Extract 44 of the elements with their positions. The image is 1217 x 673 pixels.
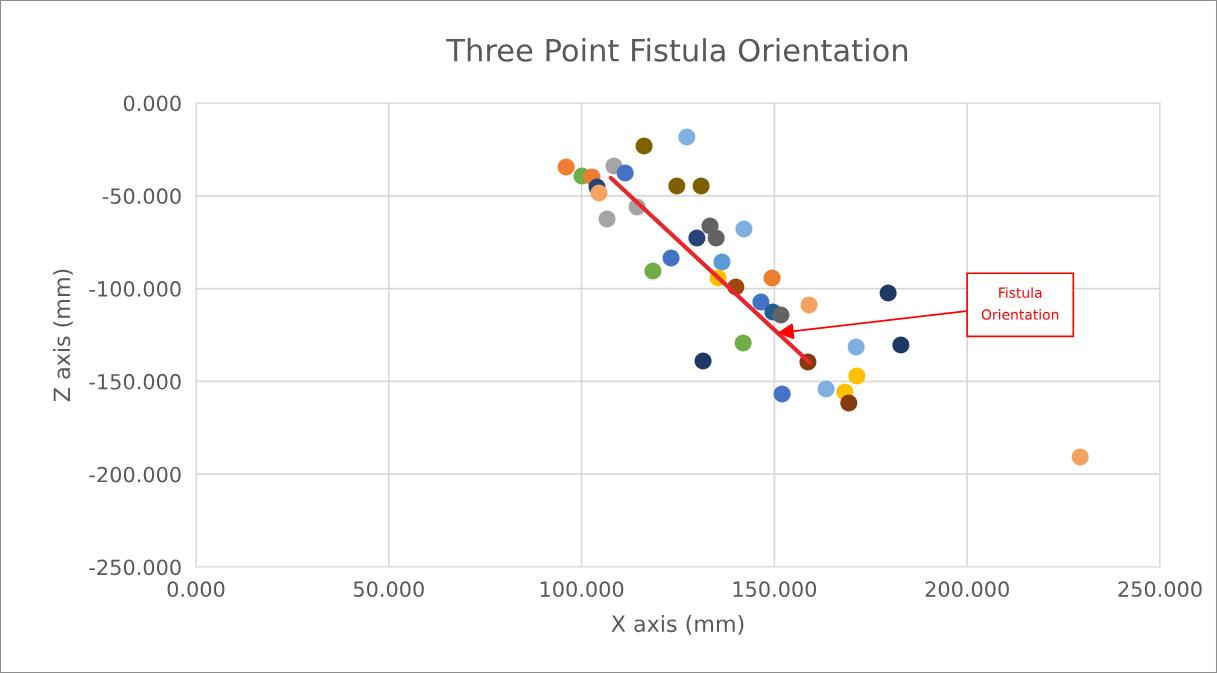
point	[734, 334, 752, 352]
point	[598, 210, 616, 228]
point	[735, 220, 753, 238]
x-tick-label: 250.000	[1118, 581, 1202, 598]
y-axis-title: Z axis (mm)	[53, 269, 73, 402]
point	[847, 338, 865, 356]
y-tick-label: -250.000	[89, 559, 181, 576]
point	[1071, 448, 1089, 466]
y-tick-label: -100.000	[89, 281, 181, 297]
point	[707, 229, 725, 247]
point	[668, 177, 686, 195]
point	[817, 380, 835, 398]
point	[635, 137, 653, 155]
point	[879, 284, 897, 302]
y-tick-label: 0.000	[123, 95, 181, 112]
point	[557, 158, 575, 176]
point	[840, 394, 858, 412]
point	[772, 306, 790, 324]
x-tick-label: 0.000	[167, 581, 225, 598]
y-tick-label: -50.000	[102, 188, 181, 205]
point	[848, 367, 866, 385]
annotation: Fistula Orientation	[981, 287, 1059, 320]
point	[692, 177, 710, 195]
x-tick-label: 150.000	[733, 581, 817, 598]
point	[892, 336, 910, 354]
point	[800, 296, 818, 314]
y-tick-label: -150.000	[89, 373, 181, 390]
point	[752, 293, 770, 311]
x-tick-label: 100.000	[540, 581, 624, 598]
x-axis-title: X axis (mm)	[611, 614, 744, 635]
x-tick-label: 50.000	[353, 581, 424, 598]
point	[773, 385, 791, 403]
x-tick-label: 200.000	[925, 581, 1009, 598]
point	[662, 249, 680, 267]
point	[644, 262, 662, 280]
point	[616, 164, 634, 182]
chart-title: Three Point Fistula Orientation	[446, 38, 908, 62]
point	[713, 253, 731, 271]
point	[590, 184, 608, 202]
point	[763, 269, 781, 287]
point	[694, 352, 712, 370]
y-tick-label: -200.000	[89, 466, 181, 483]
point	[678, 128, 696, 146]
point	[688, 229, 706, 247]
